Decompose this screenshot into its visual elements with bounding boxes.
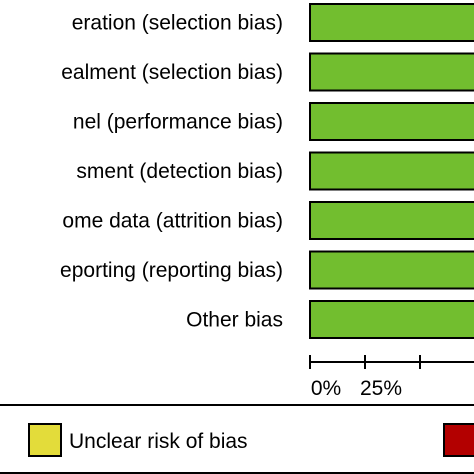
- bar-segment: [309, 151, 474, 191]
- category-labels: eration (selection bias) ealment (selecti…: [60, 12, 283, 332]
- category-label: ealment (selection bias): [61, 61, 283, 84]
- bar-segment: [309, 52, 474, 92]
- bar-segment: [309, 201, 474, 240]
- bar-segment: [309, 3, 474, 42]
- bar-segment: [309, 300, 474, 339]
- legend: Unclear risk of bias: [0, 404, 474, 474]
- category-label: ome data (attrition bias): [62, 210, 283, 233]
- category-label: eration (selection bias): [72, 12, 283, 35]
- legend-swatch-unclear: [28, 423, 62, 457]
- bar-segment: [309, 250, 474, 290]
- category-label: nel (performance bias): [73, 111, 283, 134]
- x-tick-label: 25%: [360, 377, 402, 400]
- legend-frame: [0, 404, 474, 474]
- x-axis: 0% 25%: [309, 355, 474, 400]
- category-label: eporting (reporting bias): [60, 259, 283, 282]
- legend-swatch-high: [443, 423, 474, 457]
- legend-label-unclear: Unclear risk of bias: [69, 430, 248, 453]
- bar-segment: [309, 102, 474, 141]
- x-tick-label: 0%: [311, 377, 341, 400]
- bars-layer: [309, 3, 474, 339]
- category-label: sment (detection bias): [76, 160, 283, 183]
- category-label: Other bias: [186, 309, 283, 332]
